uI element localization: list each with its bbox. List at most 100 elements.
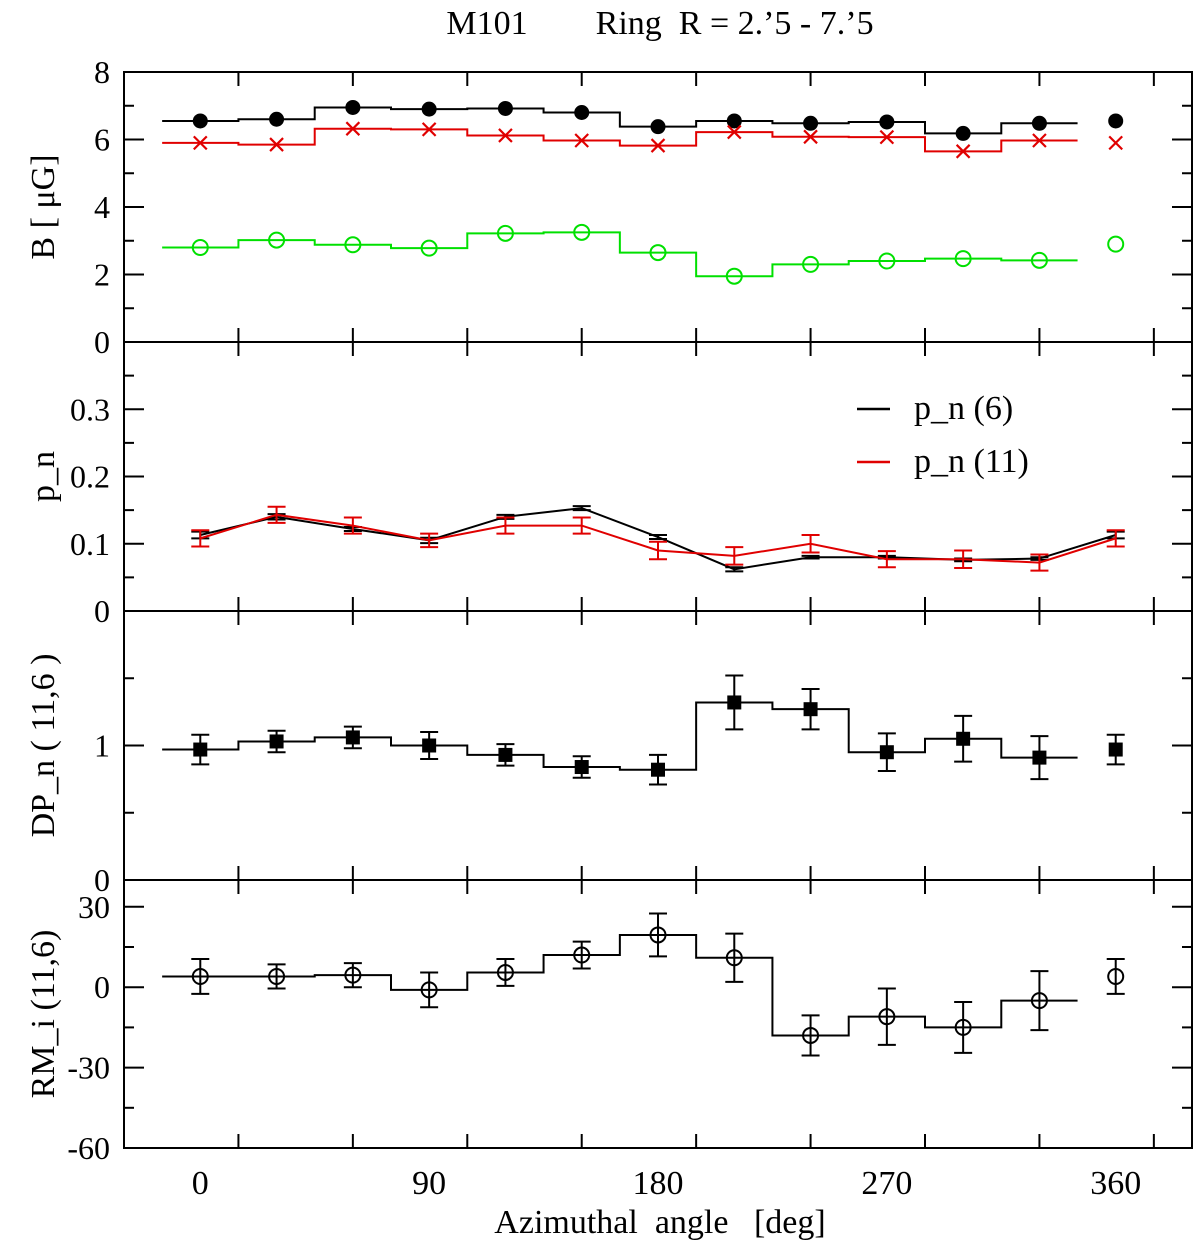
data-point xyxy=(191,967,209,985)
chart-title: M101 Ring R = 2.’5 - 7.’5 xyxy=(446,5,873,42)
data-point xyxy=(802,1026,820,1044)
step-line xyxy=(162,231,1078,278)
error-bar xyxy=(496,516,515,535)
data-point xyxy=(649,926,667,944)
data-point xyxy=(421,122,437,137)
error-bar xyxy=(649,540,667,561)
data-point xyxy=(954,1018,972,1036)
x-tick-label: 0 xyxy=(192,1165,209,1202)
panel-p_n: 0 0.1 0.2 0.3p_n p_n (6) p_n (11) xyxy=(25,341,1193,629)
y-tick-label: 4 xyxy=(94,189,110,225)
series-dp-n xyxy=(162,674,1125,786)
y-tick-label: 0.1 xyxy=(70,526,110,562)
legend-label: p_n (11) xyxy=(914,443,1029,480)
data-point xyxy=(344,236,362,254)
error-bar xyxy=(1106,529,1125,548)
legend-label: p_n (6) xyxy=(914,390,1013,427)
x-tick-label: 90 xyxy=(412,1165,446,1202)
series-rm-i xyxy=(162,912,1125,1057)
plot-frame xyxy=(123,610,1193,881)
error-bar xyxy=(267,505,286,524)
data-point xyxy=(954,250,972,268)
y-tick-label: 0 xyxy=(94,324,110,360)
error-bar xyxy=(572,940,591,970)
series-p-n-11- xyxy=(191,505,1125,572)
data-point xyxy=(1108,742,1123,757)
data-point xyxy=(268,967,286,985)
data-point xyxy=(191,239,209,256)
y-tick-label: 6 xyxy=(94,122,110,158)
data-point xyxy=(727,695,742,710)
data-point xyxy=(650,138,666,153)
data-point xyxy=(193,135,208,151)
panel-B: 0 2 4 6 8 B [ μG] xyxy=(25,54,1193,360)
data-point xyxy=(1107,967,1125,985)
data-point xyxy=(1032,750,1047,765)
data-point xyxy=(269,734,284,749)
data-point xyxy=(1030,992,1048,1010)
error-bar xyxy=(1106,958,1125,995)
data-point xyxy=(574,760,589,775)
data-point xyxy=(879,129,895,145)
y-tick-label: 2 xyxy=(94,257,110,293)
data-point xyxy=(498,747,513,762)
error-bar xyxy=(877,987,896,1046)
error-bar xyxy=(191,529,210,548)
y-tick-label: 8 xyxy=(94,54,110,90)
data-point xyxy=(1031,115,1047,131)
data-point xyxy=(192,113,208,129)
series-regular xyxy=(162,223,1125,285)
step-line xyxy=(162,933,1078,1037)
y-axis-label: B [ μG] xyxy=(25,154,62,259)
error-bar xyxy=(725,566,744,573)
error-bar xyxy=(1030,553,1049,572)
data-point xyxy=(649,244,667,262)
x-axis-label: Azimuthal angle [deg] xyxy=(494,1204,825,1241)
error-bar xyxy=(649,534,667,541)
data-point xyxy=(878,1008,896,1026)
y-tick-label: 0 xyxy=(94,862,110,898)
plot-frame xyxy=(123,879,1193,1149)
series-p-n-6- xyxy=(191,505,1125,573)
data-point xyxy=(803,702,818,717)
data-point xyxy=(268,231,286,249)
data-point xyxy=(574,133,589,148)
data-point xyxy=(955,125,971,141)
error-bar xyxy=(801,554,820,560)
y-tick-label: 30 xyxy=(78,889,110,925)
error-bar xyxy=(420,971,439,1009)
step-line xyxy=(162,701,1078,771)
y-tick-label: 0 xyxy=(94,593,110,629)
data-point xyxy=(269,111,285,127)
chart-panels: 0 2 4 6 8 B [ μG] 0 0.1 0.2 0.3p_n p_n (6) p_n (11)… xyxy=(25,54,1193,1202)
data-point xyxy=(498,128,513,143)
y-tick-label: 0.3 xyxy=(70,391,110,427)
step-line xyxy=(162,106,1078,135)
data-point xyxy=(803,129,818,145)
x-tick-label: 180 xyxy=(633,1165,684,1202)
y-axis-label: DP_n ( 11,6 ) xyxy=(25,654,62,838)
data-point xyxy=(879,114,895,130)
data-point xyxy=(1030,251,1048,269)
data-point xyxy=(879,745,894,760)
data-point xyxy=(1032,133,1047,148)
data-point xyxy=(573,223,591,241)
error-bar xyxy=(801,534,820,554)
y-tick-label: -30 xyxy=(67,1050,110,1086)
data-point xyxy=(345,99,361,115)
data-point xyxy=(802,255,820,273)
data-point xyxy=(573,946,591,964)
error-bar xyxy=(725,546,744,566)
error-bar xyxy=(725,932,744,983)
y-tick-label: 0 xyxy=(94,969,110,1005)
series-total xyxy=(162,99,1124,141)
data-point xyxy=(725,949,743,967)
y-tick-label: 1 xyxy=(94,728,110,764)
error-bar xyxy=(572,505,591,512)
y-tick-label: -60 xyxy=(67,1130,110,1166)
data-point xyxy=(956,731,971,746)
data-point xyxy=(726,113,742,129)
data-point xyxy=(422,738,437,753)
data-point xyxy=(651,762,665,777)
